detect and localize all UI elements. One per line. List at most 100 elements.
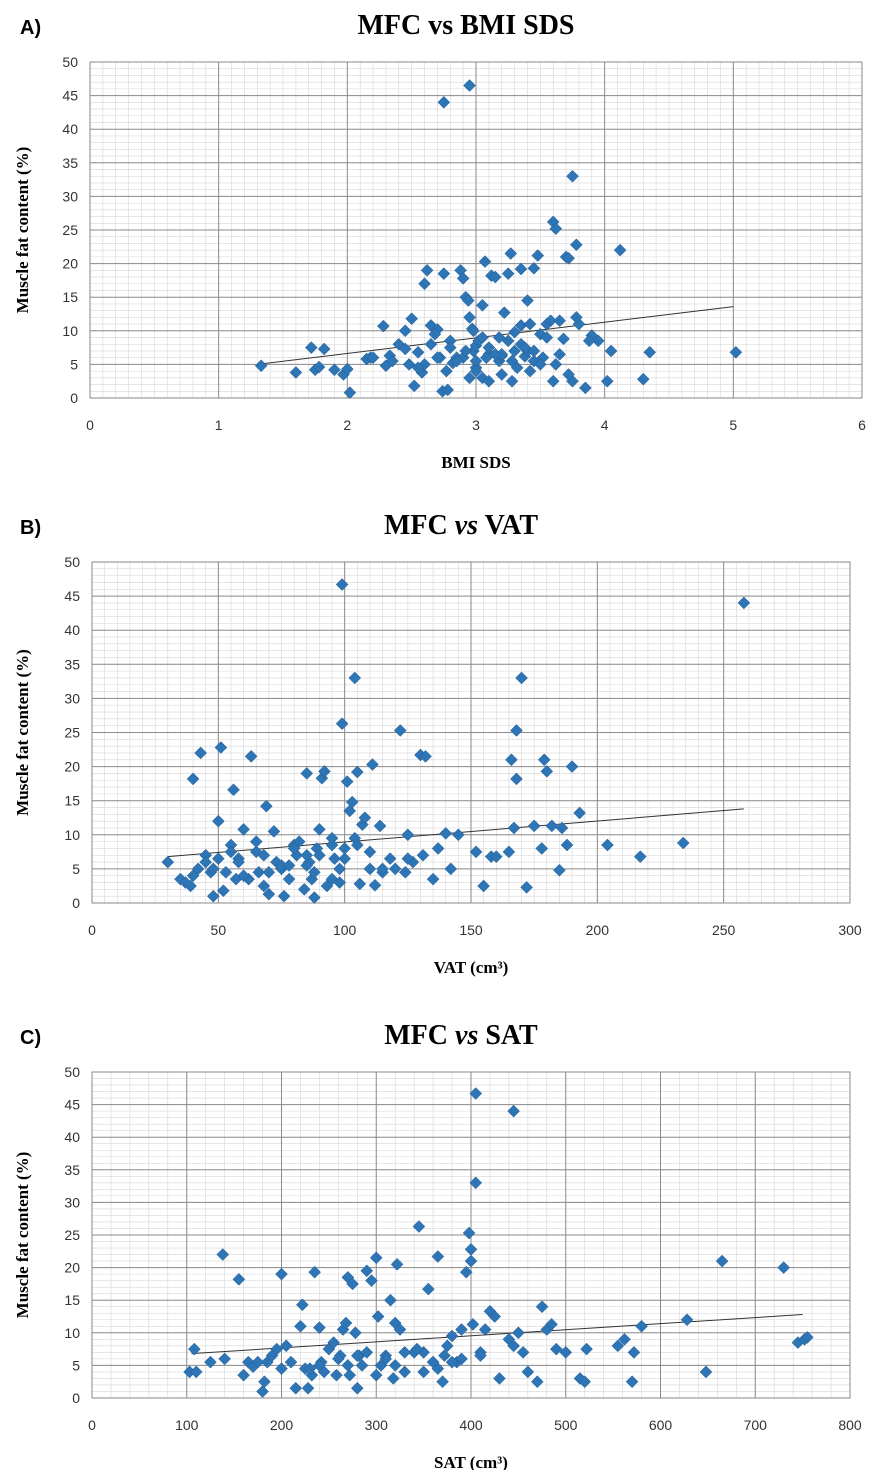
scatter-point [635, 1319, 648, 1333]
scatter-point [373, 819, 387, 833]
x-tick-label: 400 [459, 1417, 483, 1433]
scatter-point [369, 1368, 383, 1382]
panel-letter: B) [20, 517, 41, 539]
scatter-point [350, 1349, 364, 1362]
scatter-point [521, 1365, 535, 1379]
scatter-point [492, 331, 506, 344]
scatter-point [257, 879, 271, 893]
scatter-point [412, 1220, 426, 1233]
scatter-point [338, 852, 352, 866]
scatter-point [507, 1339, 520, 1353]
scatter-point [555, 821, 569, 835]
y-tick-label: 10 [64, 1325, 80, 1341]
scatter-point [611, 1339, 625, 1353]
scatter-point [436, 1375, 449, 1389]
scatter-point [204, 1355, 217, 1369]
y-tick-label: 45 [64, 1097, 80, 1113]
scatter-point [570, 311, 583, 324]
scatter-point [259, 799, 273, 813]
scatter-point [366, 758, 379, 771]
y-tick-label: 45 [64, 588, 80, 604]
scatter-point [237, 869, 250, 883]
scatter-point [469, 845, 483, 859]
scatter-point [303, 1362, 317, 1376]
scatter-point [284, 1355, 298, 1369]
scatter-point [307, 865, 321, 879]
scatter-point [497, 306, 511, 320]
x-tick-label: 250 [712, 922, 736, 938]
data-points [161, 578, 751, 904]
scatter-point [452, 828, 465, 842]
scatter-point [467, 324, 480, 338]
scatter-point [398, 324, 412, 338]
scatter-point [510, 724, 523, 737]
scatter-point [369, 1251, 383, 1265]
scatter-point [295, 1298, 309, 1312]
scatter-point [335, 578, 349, 591]
scatter-point [249, 835, 263, 848]
scatter-point [527, 344, 541, 358]
scatter-point [604, 344, 618, 358]
scatter-point [459, 344, 473, 358]
scatter-point [275, 1267, 288, 1281]
scatter-point [189, 1365, 203, 1379]
scatter-point [544, 314, 557, 328]
scatter-point [416, 848, 430, 862]
scatter-point [440, 364, 453, 378]
y-axis-label: Muscle fat content (%) [13, 147, 32, 314]
x-axis-label: VAT (cm³) [434, 958, 509, 977]
x-tick-label: 200 [270, 1417, 294, 1433]
scatter-point [251, 1355, 265, 1369]
scatter-point [262, 887, 276, 901]
y-tick-label: 30 [64, 690, 80, 706]
scatter-point [401, 852, 415, 866]
scatter-point [343, 1368, 357, 1382]
scatter-point [431, 842, 445, 855]
x-tick-label: 150 [459, 922, 483, 938]
scatter-point [214, 741, 228, 754]
scatter-point [313, 822, 326, 836]
scatter-point [428, 327, 442, 341]
scatter-point [530, 1375, 544, 1389]
scatter-point [244, 750, 258, 763]
scatter-point [325, 838, 339, 852]
scatter-point [346, 1277, 359, 1291]
y-tick-label: 0 [70, 390, 78, 406]
scatter-point [333, 876, 346, 889]
scatter-point [479, 351, 493, 365]
grid [91, 1071, 851, 1399]
scatter-point [277, 889, 291, 903]
scatter-point [445, 1329, 459, 1343]
scatter-point [450, 354, 464, 368]
scatter-point [287, 842, 301, 855]
x-axis-label: SAT (cm³) [434, 1453, 508, 1470]
scatter-point [267, 825, 281, 838]
scatter-point [386, 1372, 400, 1385]
scatter-point [443, 341, 457, 354]
scatter-point [523, 317, 537, 331]
x-tick-label: 2 [343, 417, 351, 433]
scatter-point [371, 1310, 385, 1323]
x-tick-label: 700 [744, 1417, 768, 1433]
scatter-point [350, 1381, 364, 1395]
y-tick-label: 5 [72, 1357, 80, 1373]
y-tick-label: 40 [62, 121, 78, 137]
y-tick-label: 5 [72, 861, 80, 877]
scatter-point [335, 717, 349, 730]
scatter-point [463, 371, 476, 385]
y-tick-label: 25 [62, 222, 78, 238]
scatter-point [217, 884, 230, 898]
scatter-point [224, 845, 238, 859]
y-tick-label: 0 [72, 895, 80, 911]
scatter-point [469, 1087, 483, 1100]
y-tick-label: 25 [64, 725, 80, 741]
data-points [183, 1087, 814, 1398]
scatter-point [466, 1317, 480, 1331]
scatter-point [514, 262, 528, 276]
scatter-point [426, 872, 440, 886]
scatter-point [582, 334, 596, 348]
scatter-point [301, 1381, 315, 1395]
scatter-point [187, 1342, 201, 1356]
scatter-point [257, 848, 271, 862]
scatter-point [549, 222, 563, 236]
